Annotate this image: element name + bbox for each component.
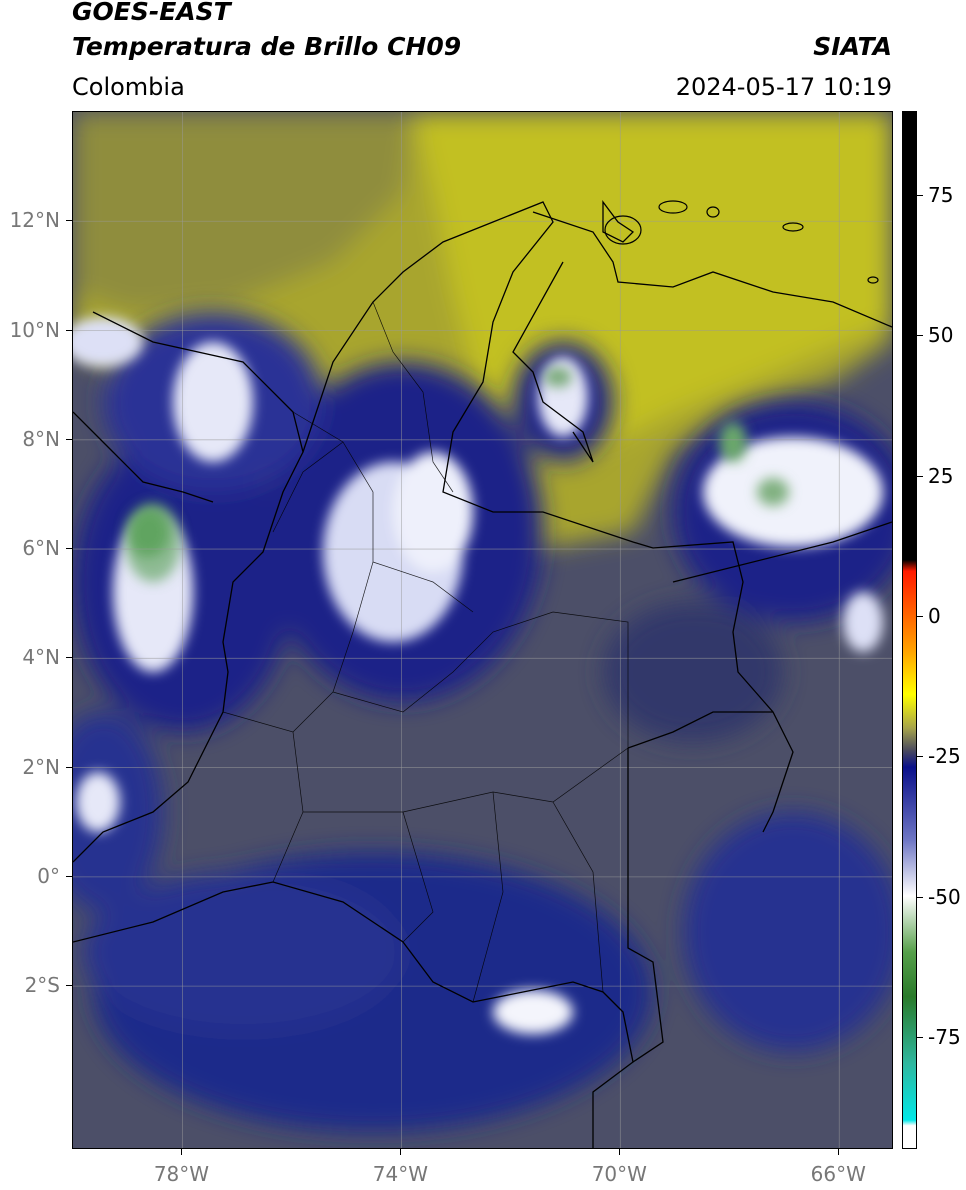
lon-tick bbox=[619, 1149, 621, 1155]
colorbar-tick bbox=[917, 335, 923, 337]
lat-tick bbox=[66, 548, 72, 550]
colorbar-tick bbox=[917, 475, 923, 477]
colorbar-tick bbox=[917, 615, 923, 617]
colorbar-tick bbox=[917, 896, 923, 898]
colorbar-tick-label: 75 bbox=[928, 183, 954, 208]
lon-tick bbox=[400, 1149, 402, 1155]
colorbar bbox=[902, 111, 917, 1149]
colorbar-tick-label: 25 bbox=[928, 463, 954, 488]
lon-tick bbox=[838, 1149, 840, 1155]
lat-tick-label: 4°N bbox=[22, 645, 60, 670]
lat-tick-label: 6°N bbox=[22, 536, 60, 561]
department-borders bbox=[222, 301, 629, 1003]
lat-tick bbox=[66, 438, 72, 440]
brightness-temperature-map bbox=[73, 112, 892, 1148]
lat-tick bbox=[66, 985, 72, 987]
colorbar-tick bbox=[917, 195, 923, 197]
lat-tick bbox=[66, 766, 72, 768]
lon-tick bbox=[181, 1149, 183, 1155]
islands bbox=[604, 200, 879, 284]
lat-tick-label: 12°N bbox=[9, 208, 60, 233]
satellite-title: GOES-EAST bbox=[72, 0, 231, 26]
coldest-cloud-tops bbox=[125, 367, 789, 582]
colorbar-tick-label: -75 bbox=[928, 1024, 961, 1049]
lat-tick bbox=[66, 657, 72, 659]
lon-tick-label: 70°W bbox=[591, 1162, 647, 1186]
colorbar-tick-label: 50 bbox=[928, 323, 954, 348]
lon-tick-label: 74°W bbox=[372, 1162, 428, 1186]
lat-tick-label: 2°N bbox=[22, 754, 60, 779]
lon-tick-label: 78°W bbox=[153, 1162, 210, 1186]
lat-tick bbox=[66, 875, 72, 877]
region-label: Colombia bbox=[72, 73, 185, 101]
map-panel bbox=[72, 111, 893, 1149]
datetime-label: 2024-05-17 10:19 bbox=[675, 73, 892, 101]
graticule bbox=[73, 112, 892, 1148]
lat-tick-label: 10°N bbox=[9, 317, 60, 342]
lat-tick bbox=[66, 220, 72, 222]
lat-tick bbox=[66, 329, 72, 331]
lat-tick-label: 2°S bbox=[24, 973, 60, 998]
lon-tick-label: 66°W bbox=[810, 1162, 866, 1186]
lat-tick-label: 8°N bbox=[22, 426, 60, 451]
lat-tick-label: 0° bbox=[37, 863, 60, 888]
colorbar-tick-label: 0 bbox=[928, 603, 941, 628]
product-title: Temperatura de Brillo CH09 bbox=[72, 32, 462, 61]
colorbar-tick-label: -50 bbox=[928, 884, 961, 909]
colorbar-tick bbox=[917, 1036, 923, 1038]
organization-label: SIATA bbox=[813, 32, 892, 61]
colorbar-tick-label: -25 bbox=[928, 744, 961, 769]
colorbar-tick bbox=[917, 756, 923, 758]
